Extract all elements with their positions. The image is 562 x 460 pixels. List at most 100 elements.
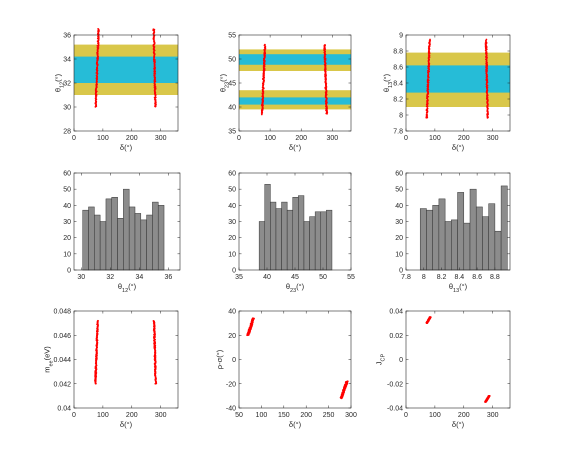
y-tick-label: 40 [228, 105, 236, 112]
y-tick-label: 8.8 [393, 49, 403, 56]
x-tick-label: 100 [429, 135, 441, 142]
y-tick-label: 20 [63, 235, 71, 242]
data-point [97, 28, 100, 30]
y-tick-label: 30 [228, 219, 236, 226]
subplot-p9: 0 100 200 300 -0.04 -0.02 0 0.02 0.04 δ(°) JCP [375, 309, 511, 429]
x-tick-label: 32 [106, 274, 114, 281]
data-point [485, 51, 488, 53]
band-1 [406, 65, 510, 93]
x-tick-label: 0 [404, 135, 408, 142]
y-tick-label: 60 [228, 171, 236, 178]
x-tick-label: 8.8 [490, 274, 500, 281]
data-point [486, 107, 489, 110]
histogram-bar [94, 214, 101, 271]
histogram-bar [123, 188, 130, 271]
y-tick-label: 0.04 [389, 309, 403, 316]
y-axis-label: mee(eV) [43, 346, 55, 373]
y-tick-label: 0.046 [53, 333, 71, 340]
y-tick-label: 0.048 [53, 309, 71, 316]
point-cluster-0 [425, 38, 432, 119]
data-point [324, 100, 327, 103]
y-axis-label: JCP [375, 353, 387, 365]
x-tick-label: 0 [404, 412, 408, 419]
data-point [97, 320, 99, 322]
y-tick-label: 0 [67, 268, 71, 275]
x-tick-label: 300 [155, 135, 167, 142]
x-tick-label: 250 [323, 412, 335, 419]
x-tick-label: 36 [164, 274, 172, 281]
x-tick-label: 45 [291, 274, 299, 281]
y-tick-label: 0.04 [57, 406, 71, 413]
x-tick-label: 8 [422, 274, 426, 281]
data-point [486, 88, 489, 91]
plot-area [74, 311, 178, 408]
x-axis-label: θ13(°) [449, 282, 468, 294]
x-tick-label: 0 [72, 135, 76, 142]
y-tick-label: 0.042 [53, 381, 71, 388]
y-tick-label: 40 [228, 203, 236, 210]
x-tick-label: 0 [72, 412, 76, 419]
point-cluster-1 [152, 319, 158, 385]
y-tick-label: 0.044 [53, 357, 71, 364]
histogram-bar [99, 221, 107, 271]
data-point [426, 107, 429, 109]
histogram-bar [488, 203, 496, 271]
point-cluster-0 [246, 317, 255, 337]
y-tick-label: 0 [232, 357, 236, 364]
subplot-p2: 0 100 200 300 35 40 45 50 55 δ(°) θ23(°) [219, 33, 352, 152]
y-tick-label: 36 [63, 33, 71, 40]
histogram-bar [157, 205, 165, 271]
x-tick-label: 200 [126, 135, 138, 142]
data-point [263, 43, 266, 46]
data-point [427, 67, 430, 70]
histogram-bar [314, 211, 322, 271]
data-point [486, 73, 488, 76]
data-point [488, 394, 491, 397]
data-point [152, 319, 155, 322]
data-point [263, 62, 266, 65]
histogram-bar [105, 198, 113, 271]
y-tick-label: 0 [399, 268, 403, 275]
y-tick-label: 50 [63, 187, 71, 194]
histogram-bar [298, 195, 305, 271]
histogram-bar [475, 206, 483, 271]
band-3 [239, 54, 351, 65]
histogram-bar [444, 221, 452, 271]
y-tick-label: 9 [399, 33, 403, 40]
y-tick-label: 45 [228, 81, 236, 88]
y-tick-label: 8.4 [393, 81, 403, 88]
x-tick-label: 30 [77, 274, 85, 281]
subplot-p6: 7.8 8 8.2 8.4 8.6 8.8 0 10 20 30 40 50 60 θ13(°) [395, 171, 511, 294]
data-point [95, 96, 97, 99]
data-point [427, 69, 429, 72]
y-tick-label: 50 [228, 57, 236, 64]
y-tick-label: 40 [395, 203, 403, 210]
band-1 [74, 56, 178, 83]
data-point [251, 317, 254, 320]
y-tick-label: 8 [399, 113, 403, 120]
histogram-bar [258, 221, 266, 271]
histogram-bar [128, 206, 136, 271]
data-point [96, 61, 98, 63]
point-cluster-1 [339, 380, 349, 400]
x-axis-label: δ(°) [452, 420, 465, 429]
point-cluster-1 [323, 44, 329, 115]
x-tick-label: 150 [278, 412, 290, 419]
y-tick-label: 30 [395, 219, 403, 226]
x-tick-label: 8.2 [437, 274, 447, 281]
x-tick-label: 200 [458, 412, 470, 419]
histogram-bar [500, 185, 508, 271]
y-tick-label: 50 [228, 187, 236, 194]
data-point [346, 380, 349, 383]
data-point [428, 65, 431, 67]
data-point [486, 112, 489, 115]
x-tick-label: 200 [295, 135, 307, 142]
data-point [94, 100, 97, 103]
x-axis-label: δ(°) [289, 420, 302, 429]
histogram-bar [88, 206, 95, 271]
histogram-bar [111, 197, 118, 271]
x-tick-label: 200 [126, 412, 138, 419]
y-tick-label: 10 [228, 251, 236, 258]
histogram-bar [494, 230, 502, 271]
